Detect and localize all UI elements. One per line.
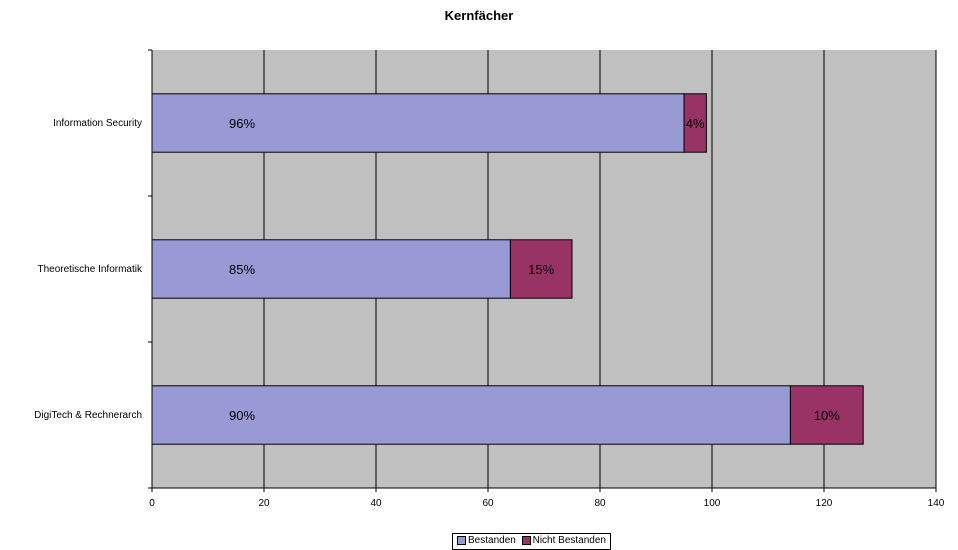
legend-item-bestanden: Bestanden	[457, 535, 516, 546]
chart-title: Kernfächer	[444, 8, 514, 23]
x-tick-label: 100	[704, 498, 721, 509]
legend: Bestanden Nicht Bestanden	[452, 533, 611, 550]
legend-item-nicht-bestanden: Nicht Bestanden	[521, 535, 606, 546]
bar-bestanden	[151, 93, 685, 153]
data-label: 85%	[229, 262, 255, 277]
y-tick-label: Theoretische Informatik	[38, 264, 143, 275]
data-label: 10%	[814, 408, 840, 423]
bar-nicht-bestanden	[509, 239, 573, 299]
x-tick-label: 20	[258, 498, 270, 509]
bar-nicht-bestanden	[789, 385, 864, 445]
bar-bestanden	[151, 385, 791, 445]
legend-swatch-nicht-bestanden	[521, 536, 531, 545]
data-label: 15%	[528, 262, 554, 277]
x-tick-label: 80	[594, 498, 606, 509]
data-label: 90%	[229, 408, 255, 423]
data-label: 4%	[686, 116, 705, 131]
legend-label-nicht-bestanden: Nicht Bestanden	[532, 535, 606, 546]
bar-nicht-bestanden	[683, 93, 707, 153]
bar-bestanden	[151, 239, 511, 299]
x-tick-label: 0	[149, 498, 155, 509]
x-tick-label: 120	[816, 498, 833, 509]
y-tick-label: Information Security	[53, 118, 142, 129]
x-tick-label: 140	[928, 498, 945, 509]
legend-label-bestanden: Bestanden	[468, 535, 516, 546]
legend-swatch-bestanden	[457, 536, 466, 545]
data-label: 96%	[229, 116, 255, 131]
x-tick-label: 40	[370, 498, 382, 509]
x-tick-label: 60	[482, 498, 494, 509]
y-tick-label: DigiTech & Rechnerarch	[34, 410, 142, 421]
